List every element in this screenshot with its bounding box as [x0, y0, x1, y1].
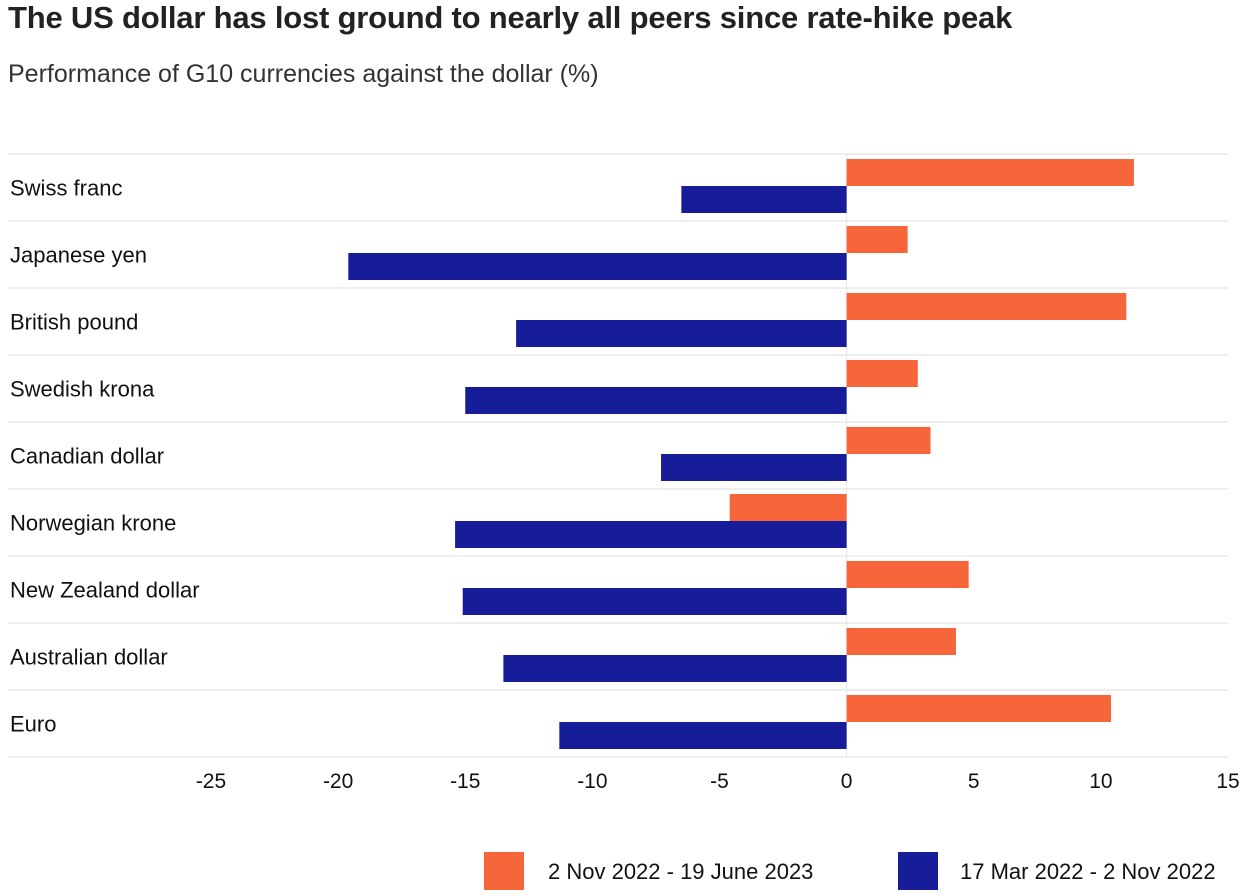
bar-series-2 — [516, 320, 847, 347]
bar-series-1 — [846, 360, 918, 387]
x-tick-label: 0 — [841, 770, 853, 793]
x-axis: -25 -20 -15 -10 -5 0 5 10 15 — [196, 770, 1240, 793]
category-label: Euro — [10, 712, 56, 737]
bar-series-2 — [559, 722, 847, 749]
x-tick-label: -10 — [577, 770, 607, 793]
x-tick-label: -5 — [710, 770, 729, 793]
bar-series-1 — [846, 695, 1112, 722]
bar-series-1 — [846, 293, 1127, 320]
bar-series-1 — [846, 427, 931, 454]
category-label: Australian dollar — [10, 645, 168, 670]
x-tick-label: -15 — [450, 770, 480, 793]
bar-series-2 — [681, 186, 847, 213]
category-label: Norwegian krone — [10, 511, 176, 536]
legend-label: 2 Nov 2022 - 19 June 2023 — [548, 859, 813, 884]
bar-series-2 — [503, 655, 847, 682]
bar-series-2 — [348, 253, 847, 280]
category-label: New Zealand dollar — [10, 578, 200, 603]
bar-series-2 — [455, 521, 847, 548]
x-tick-label: 10 — [1089, 770, 1112, 793]
x-tick-label: -20 — [323, 770, 353, 793]
chart-title: The US dollar has lost ground to nearly … — [8, 0, 1013, 35]
bar-series-1 — [846, 226, 908, 253]
legend: 2 Nov 2022 - 19 June 2023 17 Mar 2022 - 2… — [484, 852, 1216, 890]
chart-subtitle: Performance of G10 currencies against th… — [8, 60, 599, 88]
category-label-layer: Swiss franc Japanese yen British pound Swed… — [10, 176, 200, 737]
x-tick-label: 15 — [1216, 770, 1239, 793]
legend-swatch — [898, 852, 938, 890]
category-label: British pound — [10, 310, 138, 335]
bar-layer — [348, 159, 1134, 749]
bar-series-1 — [729, 494, 847, 521]
bar-series-1 — [846, 159, 1134, 186]
x-tick-label: 5 — [968, 770, 980, 793]
category-label: Canadian dollar — [10, 444, 164, 469]
x-tick-label: -25 — [196, 770, 226, 793]
legend-label: 17 Mar 2022 - 2 Nov 2022 — [960, 859, 1216, 884]
category-label: Japanese yen — [10, 243, 147, 268]
bar-series-1 — [846, 561, 969, 588]
bar-series-2 — [465, 387, 847, 414]
bar-series-2 — [661, 454, 847, 481]
bar-series-2 — [462, 588, 847, 615]
bar-series-1 — [846, 628, 956, 655]
category-label: Swedish krona — [10, 377, 155, 402]
legend-swatch — [484, 852, 524, 890]
category-label: Swiss franc — [10, 176, 122, 201]
